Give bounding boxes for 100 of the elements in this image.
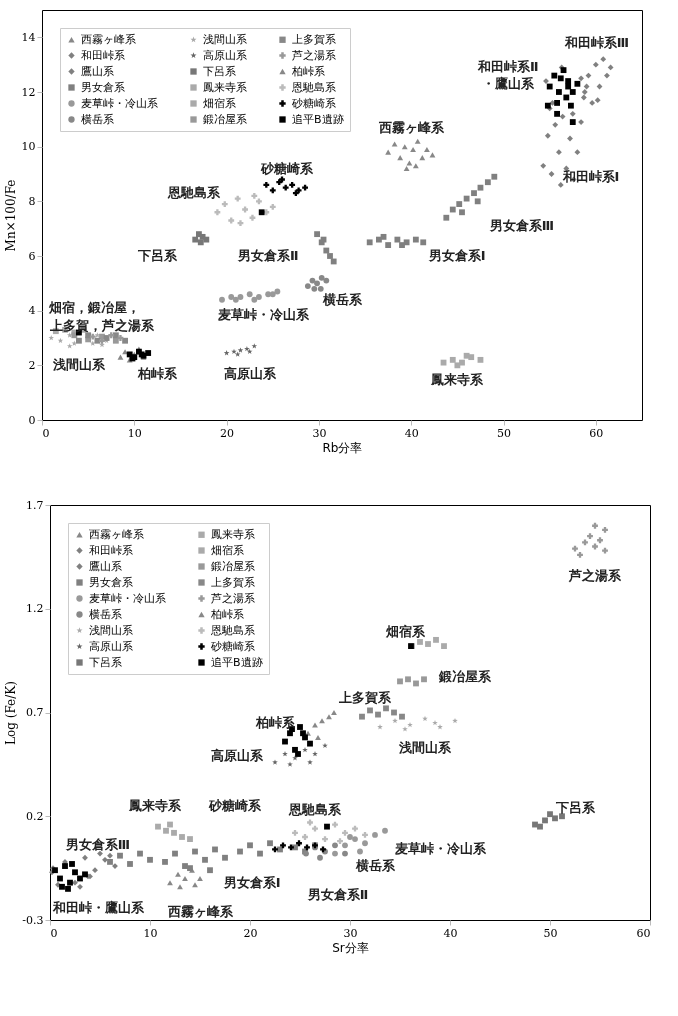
annotation: 芦之湯系 bbox=[567, 567, 622, 583]
annotation: 恩馳島系 bbox=[167, 185, 222, 201]
y-tick-label: 12 bbox=[21, 85, 36, 99]
legend-label: 麦草峠・冷山系 bbox=[81, 96, 158, 110]
legend-label: 西霧ヶ峰系 bbox=[89, 527, 144, 541]
legend-label: 男女倉系 bbox=[81, 80, 125, 94]
annotation: 浅間山系 bbox=[52, 357, 107, 373]
y-tick-label: 0.2 bbox=[26, 809, 44, 823]
annotation: ・鷹山系 bbox=[482, 75, 536, 91]
annotation: 麦草峠・冷山系 bbox=[216, 306, 310, 322]
legend-label: 恩馳島系 bbox=[210, 623, 255, 637]
annotation: 上多賀，芦之湯系 bbox=[49, 317, 155, 333]
legend-label: 男女倉系 bbox=[89, 575, 133, 589]
annotation: 柏峠系 bbox=[254, 714, 296, 730]
legend-label: 浅間山系 bbox=[89, 623, 133, 637]
y-tick-label: 6 bbox=[28, 249, 36, 263]
legend-label: 鍛冶屋系 bbox=[211, 559, 255, 573]
y-tick-label: 0.7 bbox=[26, 706, 44, 719]
legend-label: 畑宿系 bbox=[211, 543, 244, 557]
y-tick-label: 2 bbox=[28, 358, 36, 372]
y-tick-label: 8 bbox=[28, 194, 36, 208]
y-axis-title: Log (Fe/K) bbox=[4, 681, 19, 745]
x-tick-label: 50 bbox=[497, 426, 512, 440]
x-tick-label: 50 bbox=[543, 926, 558, 940]
y-tick-label: -0.3 bbox=[22, 913, 44, 927]
legend-label: 下呂系 bbox=[89, 655, 122, 669]
legend-label: 西霧ヶ峰系 bbox=[81, 32, 136, 46]
annotation: 砂糖崎系 bbox=[207, 797, 262, 813]
legend-label: 鍛冶屋系 bbox=[203, 112, 247, 126]
legend-label: 柏峠系 bbox=[291, 64, 325, 78]
x-tick-label: 0 bbox=[50, 926, 58, 940]
annotation: 横岳系 bbox=[354, 858, 396, 874]
annotation: 下呂系 bbox=[554, 799, 596, 815]
annotation: 男女倉系Ⅲ bbox=[64, 837, 131, 853]
annotation: 麦草峠・冷山系 bbox=[393, 841, 487, 857]
annotation: 鳳来寺系 bbox=[128, 797, 182, 813]
legend-label: 高原山系 bbox=[89, 639, 133, 653]
legend-label: 芦之湯系 bbox=[211, 591, 255, 605]
annotation: 上多賀系 bbox=[338, 689, 392, 705]
y-tick-label: 10 bbox=[21, 140, 36, 154]
annotation: 鳳来寺系 bbox=[430, 372, 485, 388]
legend-label: 上多賀系 bbox=[292, 32, 336, 46]
annotation: 和田峠系Ⅰ bbox=[561, 168, 620, 184]
legend-label: 上多賀系 bbox=[211, 575, 255, 589]
legend-label: 和田峠系 bbox=[81, 48, 125, 62]
annotation: 男女倉系Ⅰ bbox=[427, 248, 486, 263]
x-axis-title: Rb分率 bbox=[322, 440, 363, 455]
annotation: 柏峠系 bbox=[136, 365, 178, 381]
legend-label: 和田峠系 bbox=[89, 543, 133, 557]
legend-label: 麦草峠・冷山系 bbox=[89, 591, 166, 605]
annotation: 鍛冶屋系 bbox=[438, 669, 493, 685]
y-tick-label: 4 bbox=[28, 304, 36, 318]
y-tick-label: 14 bbox=[21, 30, 36, 44]
annotation: 砂糖崎系 bbox=[259, 160, 314, 176]
legend-label: 鳳来寺系 bbox=[203, 80, 247, 94]
legend-label: 鷹山系 bbox=[89, 559, 122, 573]
legend-label: 畑宿系 bbox=[203, 96, 236, 110]
annotation: 高原山系 bbox=[223, 365, 277, 381]
annotation: 西霧ヶ峰系 bbox=[166, 903, 234, 919]
y-axis-title: Mn×100/Fe bbox=[3, 179, 18, 252]
legend-label: 下呂系 bbox=[203, 64, 236, 78]
y-tick-label: 1.2 bbox=[26, 602, 44, 616]
legend-label: 追平B遺跡 bbox=[211, 655, 263, 669]
legend-label: 横岳系 bbox=[81, 112, 114, 126]
x-tick-label: 60 bbox=[636, 926, 651, 940]
x-tick-label: 10 bbox=[143, 926, 158, 940]
legend-label: 恩馳島系 bbox=[291, 80, 336, 94]
legend-label: 横岳系 bbox=[89, 607, 122, 621]
annotation: 下呂系 bbox=[136, 248, 178, 263]
x-tick-label: 40 bbox=[404, 426, 419, 440]
legend-label: 砂糖崎系 bbox=[210, 639, 255, 653]
annotation: 西霧ヶ峰系 bbox=[377, 119, 445, 135]
legend-label: 高原山系 bbox=[203, 48, 247, 62]
annotation: 浅間山系 bbox=[398, 739, 452, 755]
annotation: 和田峠系Ⅱ bbox=[476, 59, 539, 75]
annotation: 男女倉系Ⅲ bbox=[488, 218, 555, 234]
y-tick-label: 1.7 bbox=[26, 498, 44, 512]
x-tick-label: 30 bbox=[312, 426, 327, 440]
annotation: 男女倉系Ⅱ bbox=[306, 887, 369, 903]
annotation: 和田峠・鷹山系 bbox=[51, 899, 145, 915]
annotation: 男女倉系Ⅰ bbox=[222, 874, 281, 890]
x-tick-label: 10 bbox=[127, 426, 142, 440]
annotation: 高原山系 bbox=[211, 748, 265, 764]
annotation: 畑宿系 bbox=[384, 623, 426, 639]
legend-label: 追平B遺跡 bbox=[292, 112, 344, 126]
x-tick-label: 20 bbox=[220, 426, 235, 440]
legend-label: 柏峠系 bbox=[210, 607, 244, 621]
x-tick-label: 20 bbox=[243, 926, 258, 940]
annotation: 男女倉系Ⅱ bbox=[236, 248, 299, 263]
legend-label: 鷹山系 bbox=[81, 64, 114, 78]
annotation: 横岳系 bbox=[321, 291, 363, 307]
x-tick-label: 30 bbox=[343, 926, 358, 940]
annotation: 恩馳島系 bbox=[288, 802, 343, 818]
y-tick-label: 0 bbox=[28, 413, 36, 427]
legend-label: 砂糖崎系 bbox=[291, 96, 336, 110]
legend-label: 鳳来寺系 bbox=[211, 527, 255, 541]
x-tick-label: 40 bbox=[443, 926, 458, 940]
annotation: 畑宿，鍛冶屋， bbox=[48, 300, 141, 316]
annotation: 和田峠系Ⅲ bbox=[563, 34, 630, 50]
x-tick-label: 60 bbox=[589, 426, 604, 440]
